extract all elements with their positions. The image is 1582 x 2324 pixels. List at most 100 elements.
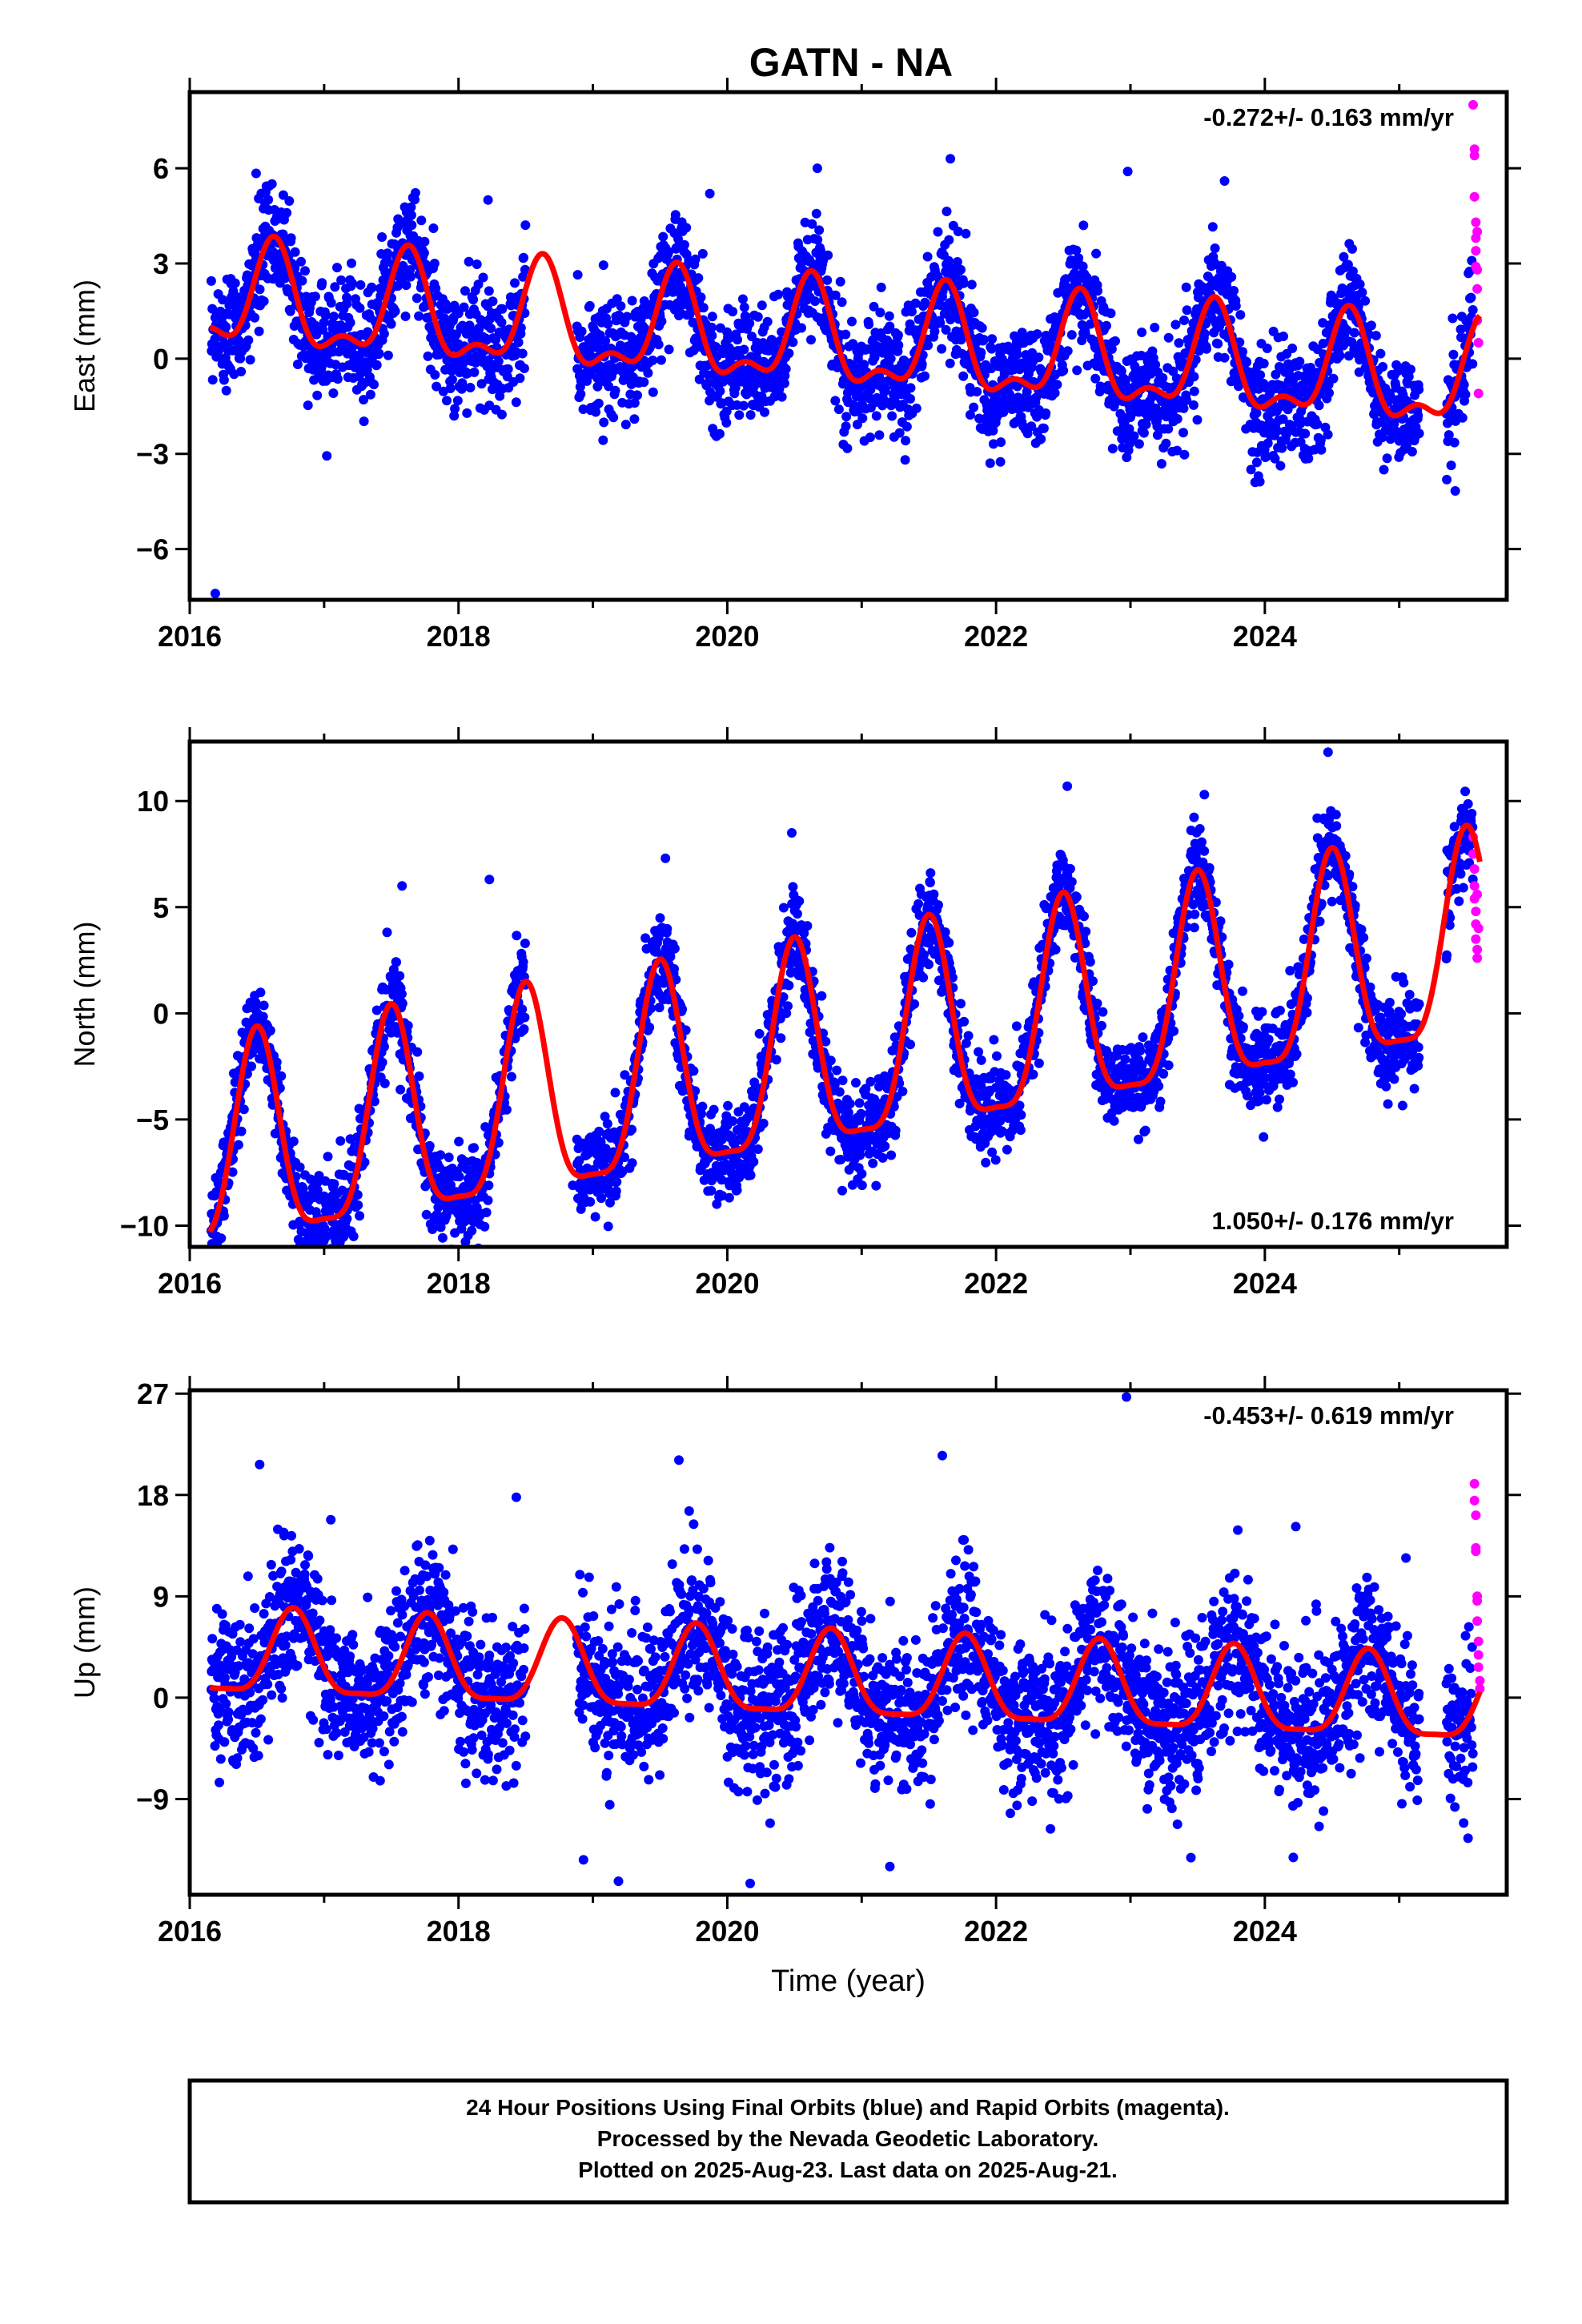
final-orbit-point — [1468, 359, 1478, 369]
final-orbit-point — [784, 980, 794, 991]
final-orbit-point — [396, 989, 407, 999]
final-orbit-point — [802, 921, 813, 931]
final-orbit-point — [941, 324, 951, 335]
final-orbit-point — [1106, 308, 1116, 319]
final-orbit-point — [432, 381, 442, 392]
final-orbit-point — [572, 270, 583, 280]
final-orbit-point — [1150, 323, 1160, 332]
final-orbit-point — [416, 215, 427, 226]
final-orbit-point — [336, 275, 347, 285]
final-orbit-point — [851, 1078, 861, 1088]
final-orbit-point — [930, 326, 940, 336]
final-orbit-point — [656, 316, 667, 327]
final-orbit-point — [503, 364, 513, 374]
final-orbit-point — [318, 324, 328, 335]
final-orbit-point — [468, 295, 479, 305]
final-orbit-point — [832, 1065, 842, 1076]
final-orbit-point — [976, 348, 986, 358]
final-orbit-point — [1188, 400, 1199, 410]
final-orbit-point — [483, 195, 493, 205]
final-orbit-point — [428, 223, 439, 233]
final-orbit-point — [210, 589, 220, 599]
final-orbit-point — [823, 250, 833, 260]
final-orbit-point — [1468, 305, 1478, 315]
final-orbit-point — [706, 1185, 717, 1196]
final-orbit-point — [348, 1231, 359, 1241]
y-tick-label: −3 — [136, 438, 169, 471]
final-orbit-point — [857, 1180, 867, 1191]
final-orbit-point — [420, 236, 430, 247]
final-orbit-point — [825, 1055, 836, 1066]
final-orbit-point — [593, 398, 604, 408]
final-orbit-point — [988, 425, 998, 436]
final-orbit-point — [1036, 434, 1046, 444]
final-orbit-point — [230, 278, 240, 288]
final-orbit-point — [506, 1072, 516, 1082]
final-orbit-point — [276, 1071, 287, 1081]
final-orbit-point — [834, 1087, 845, 1097]
final-orbit-point — [956, 335, 966, 345]
final-orbit-point — [1448, 349, 1459, 360]
final-orbit-point — [1122, 167, 1133, 177]
final-orbit-point — [1335, 351, 1345, 361]
final-orbit-point — [978, 335, 989, 345]
final-orbit-point — [1371, 331, 1381, 341]
final-orbit-point — [771, 1055, 781, 1065]
final-orbit-point — [512, 931, 522, 941]
final-orbit-point — [944, 235, 954, 245]
final-orbit-point — [871, 411, 881, 421]
final-orbit-point — [285, 306, 295, 316]
final-orbit-point — [328, 388, 339, 398]
final-orbit-point — [639, 377, 649, 388]
y-tick-label: 0 — [153, 343, 169, 376]
final-orbit-point — [783, 1001, 793, 1011]
final-orbit-point — [760, 407, 769, 417]
final-orbit-point — [825, 1146, 836, 1156]
final-orbit-point — [871, 1180, 881, 1191]
final-orbit-point — [317, 1275, 327, 1285]
final-orbit-point — [483, 1195, 493, 1205]
final-orbit-point — [900, 455, 910, 465]
final-orbit-point — [322, 451, 332, 461]
final-orbit-point — [1466, 292, 1476, 303]
final-orbit-point — [610, 385, 620, 396]
final-orbit-point — [749, 1156, 759, 1167]
final-orbit-point — [697, 1101, 708, 1112]
final-orbit-point — [814, 225, 825, 235]
final-orbit-point — [732, 1185, 742, 1196]
final-orbit-point — [797, 323, 806, 333]
final-orbit-point — [345, 317, 355, 328]
final-orbit-point — [841, 421, 851, 432]
final-orbit-point — [211, 1252, 221, 1261]
final-orbit-point — [757, 300, 767, 311]
final-orbit-point — [495, 391, 505, 401]
final-orbit-point — [1366, 320, 1376, 331]
final-orbit-point — [406, 202, 416, 212]
final-orbit-point — [481, 1208, 492, 1217]
final-orbit-point — [988, 439, 998, 449]
final-orbit-point — [773, 289, 784, 300]
final-orbit-point — [296, 256, 306, 267]
final-orbit-point — [864, 320, 874, 330]
final-orbit-point — [933, 227, 943, 237]
final-orbit-point — [608, 412, 619, 423]
final-orbit-point — [1300, 428, 1311, 439]
final-orbit-point — [449, 411, 460, 421]
final-orbit-point — [603, 1221, 613, 1232]
rapid-orbit-point — [1469, 151, 1480, 161]
final-orbit-point — [781, 364, 791, 374]
final-orbit-point — [806, 335, 816, 345]
final-orbit-point — [517, 1004, 528, 1015]
final-orbit-point — [715, 428, 725, 439]
final-orbit-point — [313, 1265, 323, 1275]
final-orbit-point — [355, 303, 365, 313]
final-orbit-point — [437, 1232, 448, 1243]
y-tick-label: −6 — [136, 533, 169, 566]
final-orbit-point — [263, 195, 274, 205]
final-orbit-point — [1179, 316, 1189, 325]
final-orbit-point — [664, 344, 674, 355]
final-orbit-point — [910, 298, 921, 308]
final-orbit-point — [911, 403, 921, 413]
final-orbit-point — [486, 324, 496, 333]
